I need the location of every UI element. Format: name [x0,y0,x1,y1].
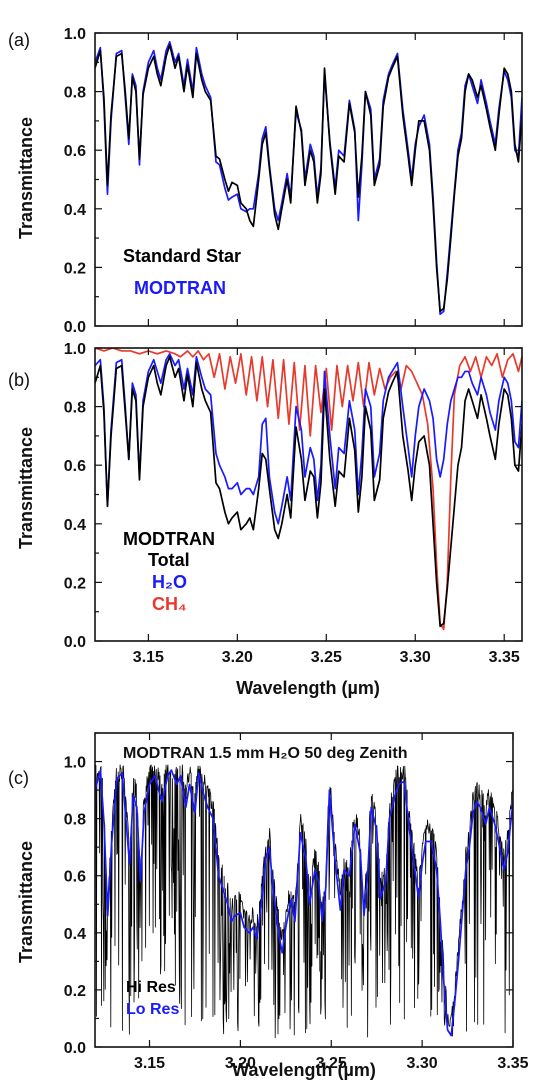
panel-a-label: (a) [8,30,30,50]
y-tick-label-b: 0.6 [64,458,86,475]
panel-a: (a) Transmittance 0.0 0.2 0.4 0.6 0.8 1.0 Sta… [8,26,523,336]
x-tick-label-c: 3.25 [316,1055,347,1072]
y-tick-label-a: 0.6 [64,143,86,160]
panel-c: (c) Transmittance 0.0 0.2 0.4 0.6 0.8 1.0 3.15… [8,732,529,1080]
legend-lo-res: Lo Res [126,1001,179,1018]
series-line-c-lo-res [95,769,513,1037]
x-tick-label-c: 3.30 [407,1055,438,1072]
y-tick-label-b: 1.0 [64,341,86,358]
legend-modtran-heading: MODTRAN [123,529,215,549]
y-tick-label-c: 0.2 [64,983,86,1000]
y-tick-label-b: 0.2 [64,575,86,592]
x-tick-label-c: 3.15 [134,1055,165,1072]
x-tick-label-b: 3.20 [222,649,253,666]
y-tick-label-c: 0.6 [64,869,86,886]
panel-c-title: MODTRAN 1.5 mm H₂O 50 deg Zenith [123,745,407,762]
panel-b-xlabel: Wavelength (µm) [236,678,380,698]
series-line-a-standard-star [95,43,522,313]
y-tick-label-b: 0.4 [64,517,86,534]
y-tick-label-c: 0.8 [64,812,86,829]
legend-modtran: MODTRAN [134,278,226,298]
series-line-b-total [95,355,522,628]
panel-a-ylabel: Transmittance [16,117,36,239]
legend-total: Total [148,550,190,570]
x-tick-label-b: 3.15 [133,649,164,666]
y-tick-label-b: 0.8 [64,400,86,417]
y-tick-label-c: 1.0 [64,755,86,772]
y-tick-label-c: 0.0 [64,1040,86,1057]
y-tick-label-a: 0.4 [64,202,86,219]
legend-h2o: H₂O [152,572,187,592]
y-tick-label-a: 1.0 [64,26,86,43]
legend-ch4: CH₄ [152,594,187,614]
series-line-c-hi-res [95,764,513,1039]
x-tick-label-c: 3.35 [497,1055,528,1072]
panel-c-frame [94,732,514,1048]
panel-c-xlabel: Wavelength (µm) [232,1060,376,1080]
panel-b: (b) Transmittance 0.0 0.2 0.4 0.6 0.8 1.0 3.15… [8,341,523,698]
legend-standard-star: Standard Star [123,246,241,266]
panel-c-label: (c) [8,768,29,788]
y-tick-label-a: 0.0 [64,319,86,336]
y-tick-label-b: 0.0 [64,634,86,651]
x-tick-label-b: 3.35 [489,649,520,666]
legend-hi-res: Hi Res [126,979,176,996]
y-tick-label-a: 0.8 [64,85,86,102]
series-line-b-h-o [95,353,522,525]
y-tick-label-c: 0.4 [64,926,86,943]
x-tick-label-c: 3.20 [225,1055,256,1072]
y-tick-label-a: 0.2 [64,260,86,277]
x-tick-label-b: 3.30 [400,649,431,666]
x-tick-label-b: 3.25 [311,649,342,666]
panel-c-ylabel: Transmittance [16,841,36,963]
panel-b-label: (b) [8,370,30,390]
panel-b-ylabel: Transmittance [16,427,36,549]
